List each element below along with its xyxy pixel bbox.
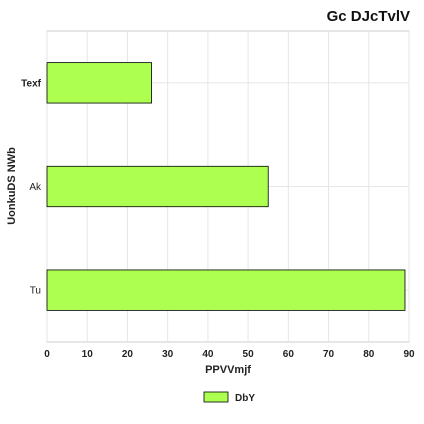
- x-tick-label: 50: [243, 349, 255, 360]
- category-label: Texf: [21, 78, 41, 89]
- bar-ak: [46, 165, 269, 208]
- x-axis-title: PPVVmjf: [205, 364, 251, 376]
- legend-label: DbY: [235, 393, 255, 404]
- x-tick-label: 0: [44, 349, 50, 360]
- bar-tu: [46, 269, 406, 311]
- x-tick-label: 20: [122, 349, 134, 360]
- x-tick-label: 30: [162, 349, 174, 360]
- category-label: Ak: [29, 182, 42, 193]
- x-tick-label: 80: [363, 349, 375, 360]
- legend: DbY: [203, 391, 255, 404]
- category-label: Tu: [30, 286, 41, 297]
- chart-title: Gc DJcTvlV: [327, 8, 410, 25]
- x-tick-label: 10: [82, 349, 94, 360]
- bars: [46, 62, 406, 311]
- x-tick-label: 90: [403, 349, 415, 360]
- x-tick-label: 60: [283, 349, 295, 360]
- y-axis-title: UonkuDS NWb: [6, 147, 18, 225]
- x-tick-label: 40: [202, 349, 214, 360]
- x-tick-labels: 0 10 20 30 40 50 60 70 80 90: [44, 349, 415, 360]
- legend-swatch: [203, 391, 229, 403]
- bar-texf: [46, 62, 152, 104]
- x-tick-label: 70: [323, 349, 335, 360]
- category-labels: Texf Ak Tu: [21, 78, 42, 296]
